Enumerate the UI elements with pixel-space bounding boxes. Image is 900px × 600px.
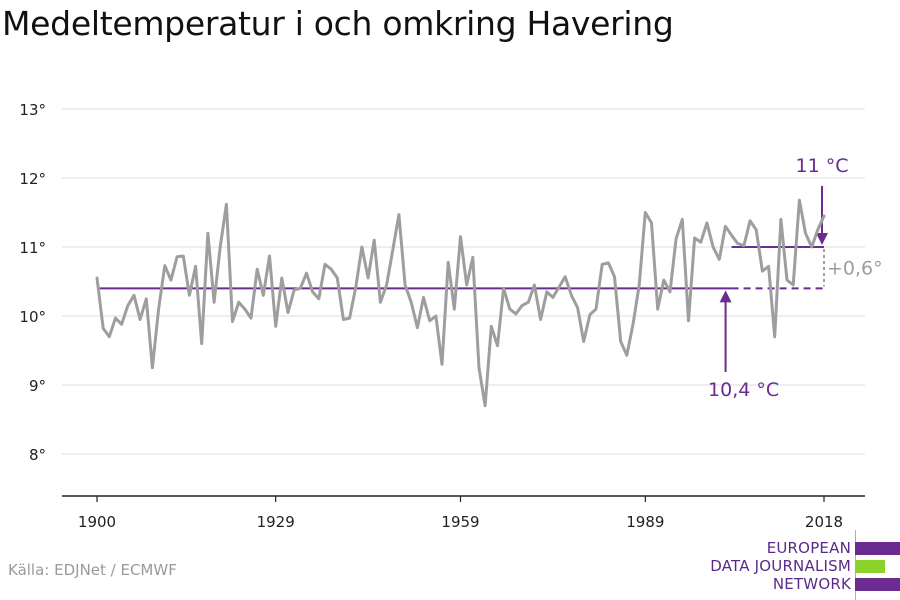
temperature-series-line bbox=[95, 198, 826, 408]
recent-arrow-head bbox=[816, 233, 828, 245]
x-tick-label: 1989 bbox=[626, 513, 664, 531]
annotations bbox=[97, 186, 828, 372]
y-tick-label: 13° bbox=[19, 101, 46, 119]
baseline-average-label: 10,4 °C bbox=[708, 379, 779, 401]
y-tick-label: 8° bbox=[29, 446, 46, 464]
logo-line-1: EUROPEAN bbox=[766, 539, 851, 557]
y-tick-label: 10° bbox=[19, 308, 46, 326]
logo-bar-3 bbox=[855, 578, 900, 591]
x-tick-label: 2018 bbox=[805, 513, 843, 531]
y-tick-label: 12° bbox=[19, 170, 46, 188]
page-title: Medeltemperatur i och omkring Havering bbox=[2, 4, 674, 43]
recent-average-label: 11 °C bbox=[796, 155, 849, 177]
source-label: Källa: EDJNet / ECMWF bbox=[8, 561, 177, 579]
x-axis bbox=[62, 495, 865, 502]
logo-line-3: NETWORK bbox=[772, 575, 851, 593]
grid-lines bbox=[62, 108, 865, 455]
difference-label: +0,6° bbox=[827, 258, 883, 280]
logo-bar-1 bbox=[855, 542, 900, 555]
x-tick-label: 1959 bbox=[441, 513, 479, 531]
annotation-labels: 11 °C 10,4 °C +0,6° bbox=[708, 155, 883, 401]
logo-line-2: DATA JOURNALISM bbox=[710, 557, 851, 575]
baseline-arrow-head bbox=[719, 290, 732, 303]
y-tick-label: 11° bbox=[19, 239, 46, 257]
y-axis-labels: 8° 9° 10° 11° 12° 13° bbox=[19, 101, 46, 464]
edjnet-logo: EUROPEAN DATA JOURNALISM NETWORK bbox=[700, 530, 900, 600]
logo-bar-2 bbox=[855, 560, 885, 573]
x-tick-label: 1900 bbox=[78, 513, 116, 531]
x-axis-labels: 1900 1929 1959 1989 2018 bbox=[78, 513, 843, 531]
y-tick-label: 9° bbox=[29, 377, 46, 395]
x-tick-label: 1929 bbox=[257, 513, 295, 531]
